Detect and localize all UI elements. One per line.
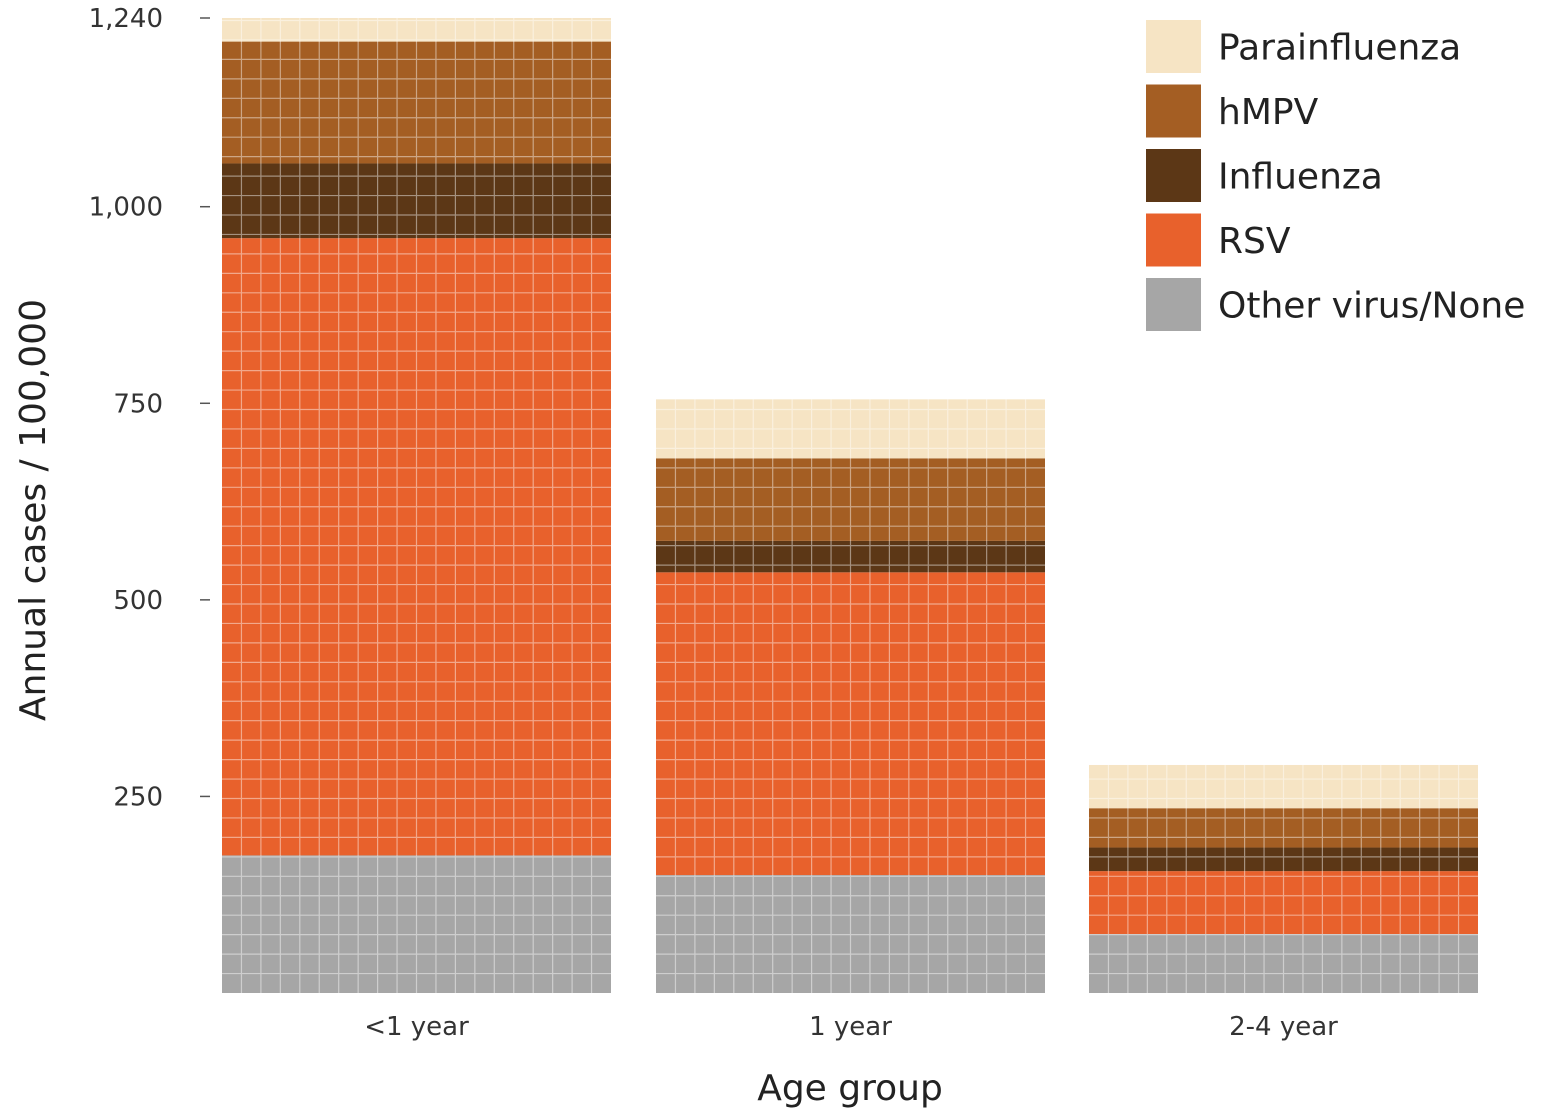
bar-stack (656, 399, 1045, 993)
bar-segment (222, 163, 611, 239)
legend-label: Parainfluenza (1218, 28, 1461, 69)
y-tick-label: 1,000 (89, 193, 163, 223)
bar-stack (222, 18, 611, 993)
waffle-grid (222, 18, 611, 993)
legend: Parainfluenza hMPV Influenza RSV Other virus… (1146, 20, 1525, 331)
x-axis: <1 year 1 year 2-4 year (364, 1012, 1338, 1042)
bar-segment (1089, 871, 1478, 935)
legend-label: RSV (1218, 221, 1291, 262)
y-axis-title: Annual cases / 100,000 (13, 299, 54, 721)
bar-segment (656, 399, 1045, 459)
y-tick-label: 1,240 (89, 4, 163, 34)
bar-stack (1089, 764, 1478, 993)
bars-layer (222, 18, 1478, 993)
x-tick-label: <1 year (364, 1012, 469, 1042)
legend-label: Influenza (1218, 157, 1383, 198)
bar-segment (222, 238, 611, 856)
legend-label: hMPV (1218, 92, 1319, 133)
x-tick-label: 2-4 year (1229, 1012, 1338, 1042)
bar-segment (1089, 808, 1478, 848)
bar-segment (1089, 934, 1478, 993)
bar-segment (656, 540, 1045, 573)
waffle-grid (656, 399, 1045, 993)
waffle-grid-lines (222, 18, 611, 993)
y-tick-label: 750 (113, 389, 163, 419)
waffle-grid-lines (656, 399, 1045, 993)
bar-segment (222, 41, 611, 164)
bar-segment (1089, 764, 1478, 809)
bar-segment (656, 572, 1045, 876)
legend-label: Other virus/None (1218, 286, 1525, 327)
bar-segment (222, 855, 611, 993)
waffle-grid (1089, 764, 1478, 993)
x-tick-label: 1 year (809, 1012, 892, 1042)
legend-item: hMPV (1146, 84, 1319, 138)
bar-segment (656, 458, 1045, 541)
legend-item: RSV (1146, 213, 1291, 267)
x-axis-title: Age group (757, 1068, 943, 1109)
legend-swatch (1146, 84, 1201, 138)
legend-swatch (1146, 20, 1201, 73)
legend-item: Parainfluenza (1146, 20, 1461, 73)
legend-swatch (1146, 213, 1201, 267)
bar-segment (1089, 847, 1478, 872)
legend-item: Other virus/None (1146, 278, 1525, 331)
legend-swatch (1146, 278, 1201, 331)
y-tick-label: 250 (113, 782, 163, 812)
bar-segment (656, 875, 1045, 993)
y-tick-label: 500 (113, 586, 163, 616)
bar-segment (222, 18, 611, 42)
waffle-grid-lines (1089, 764, 1478, 993)
legend-swatch (1146, 149, 1201, 202)
y-axis: 1,240 1,000 750 500 250 (89, 4, 210, 812)
legend-item: Influenza (1146, 149, 1383, 202)
